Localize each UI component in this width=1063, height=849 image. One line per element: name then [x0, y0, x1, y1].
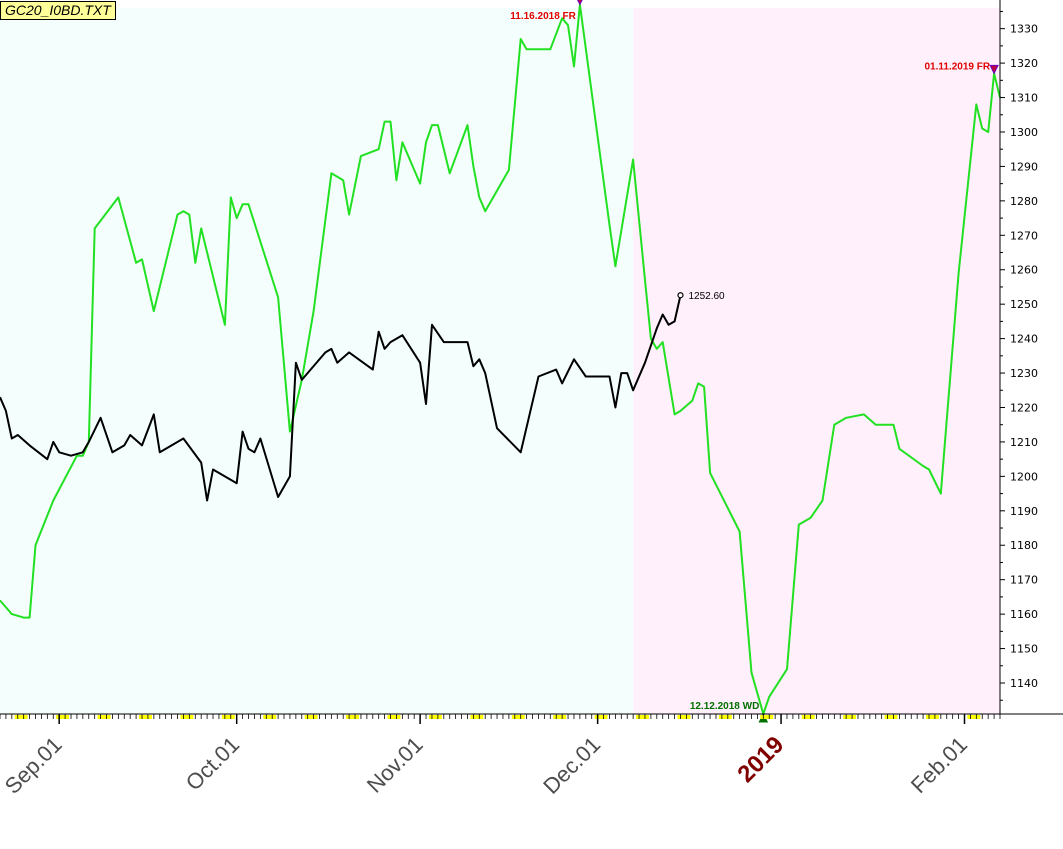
weekend-tick-mark — [221, 715, 229, 719]
weekend-tick-mark — [559, 715, 567, 719]
weekend-tick-mark — [263, 715, 271, 719]
top-marker-icon — [577, 0, 583, 6]
weekend-tick-mark — [180, 715, 188, 719]
weekend-tick-mark — [470, 715, 478, 719]
y-tick-label: 1320 — [1010, 57, 1038, 70]
fr-annotation-label: 11.16.2018 FR — [510, 11, 576, 22]
weekend-tick-mark — [553, 715, 561, 719]
top-marker-icon — [989, 64, 999, 75]
plot-background-projection — [633, 8, 1000, 714]
y-tick-label: 1190 — [1010, 505, 1038, 518]
weekend-tick-mark — [269, 715, 277, 719]
weekend-tick-mark — [884, 715, 892, 719]
weekend-tick-mark — [434, 715, 442, 719]
y-tick-label: 1270 — [1010, 229, 1038, 242]
price-line — [0, 294, 682, 502]
chart-title: GC20_I0BD.TXT — [0, 1, 116, 20]
y-tick-label: 1180 — [1010, 539, 1038, 552]
weekend-tick-mark — [641, 715, 649, 719]
y-tick-label: 1210 — [1010, 436, 1038, 449]
y-tick-label: 1250 — [1010, 298, 1038, 311]
weekend-tick-mark — [304, 715, 312, 719]
weekend-tick-mark — [683, 715, 691, 719]
x-tick-label: Sep.01 — [0, 732, 67, 799]
weekend-tick-mark — [186, 715, 194, 719]
y-tick-label: 1260 — [1010, 264, 1038, 277]
weekend-tick-mark — [600, 715, 608, 719]
x-tick-label: Oct.01 — [181, 732, 245, 796]
weekend-tick-mark — [387, 715, 395, 719]
last-price-label: 1252.60 — [688, 291, 725, 302]
weekend-tick-mark — [760, 715, 768, 719]
weekend-tick-mark — [310, 715, 318, 719]
last-price-marker — [677, 292, 684, 299]
weekend-tick-mark — [14, 715, 22, 719]
weekend-tick-mark — [476, 715, 484, 719]
weekend-tick-mark — [849, 715, 857, 719]
weekend-tick-mark — [766, 715, 774, 719]
y-tick-label: 1140 — [1010, 677, 1038, 690]
y-tick-label: 1150 — [1010, 643, 1038, 656]
weekend-tick-mark — [393, 715, 401, 719]
weekend-tick-mark — [428, 715, 436, 719]
weekend-tick-mark — [890, 715, 898, 719]
weekend-tick-mark — [925, 715, 933, 719]
weekend-tick-mark — [724, 715, 732, 719]
y-tick-label: 1220 — [1010, 401, 1038, 414]
weekend-tick-mark — [144, 715, 152, 719]
y-tick-label: 1330 — [1010, 23, 1038, 36]
weekend-tick-mark — [718, 715, 726, 719]
y-tick-label: 1200 — [1010, 470, 1038, 483]
weekend-tick-mark — [973, 715, 981, 719]
y-tick-label: 1160 — [1010, 608, 1038, 621]
weekend-tick-mark — [97, 715, 105, 719]
weekend-tick-mark — [20, 715, 28, 719]
y-tick-label: 1300 — [1010, 126, 1038, 139]
x-tick-label: Dec.01 — [538, 732, 605, 799]
weekend-tick-mark — [346, 715, 354, 719]
x-tick-label: Nov.01 — [362, 732, 428, 798]
y-tick-label: 1290 — [1010, 160, 1038, 173]
plot-background-history — [0, 8, 634, 714]
wd-annotation-label: 12.12.2018 WD — [690, 701, 760, 712]
x-tick-label: Feb.01 — [906, 732, 972, 798]
y-tick-label: 1170 — [1010, 574, 1038, 587]
weekend-tick-mark — [62, 715, 70, 719]
weekend-tick-mark — [677, 715, 685, 719]
weekend-tick-mark — [801, 715, 809, 719]
weekend-tick-mark — [103, 715, 111, 719]
projection-line — [0, 3, 1001, 715]
y-tick-label: 1280 — [1010, 195, 1038, 208]
weekend-tick-mark — [139, 715, 147, 719]
weekend-tick-mark — [352, 715, 360, 719]
y-tick-label: 1230 — [1010, 367, 1038, 380]
weekend-tick-mark — [843, 715, 851, 719]
weekend-tick-mark — [931, 715, 939, 719]
weekend-tick-mark — [511, 715, 519, 719]
weekend-tick-mark — [807, 715, 815, 719]
y-tick-label: 1240 — [1010, 333, 1038, 346]
weekend-tick-mark — [636, 715, 644, 719]
weekend-tick-mark — [517, 715, 525, 719]
weekend-tick-mark — [227, 715, 235, 719]
fr-annotation-label: 01.11.2019 FR — [924, 61, 990, 72]
weekend-tick-mark — [967, 715, 975, 719]
series-layer: 1252.60 — [0, 3, 1001, 715]
x-tick-label: 2019 — [732, 731, 789, 788]
y-tick-label: 1310 — [1010, 92, 1038, 105]
